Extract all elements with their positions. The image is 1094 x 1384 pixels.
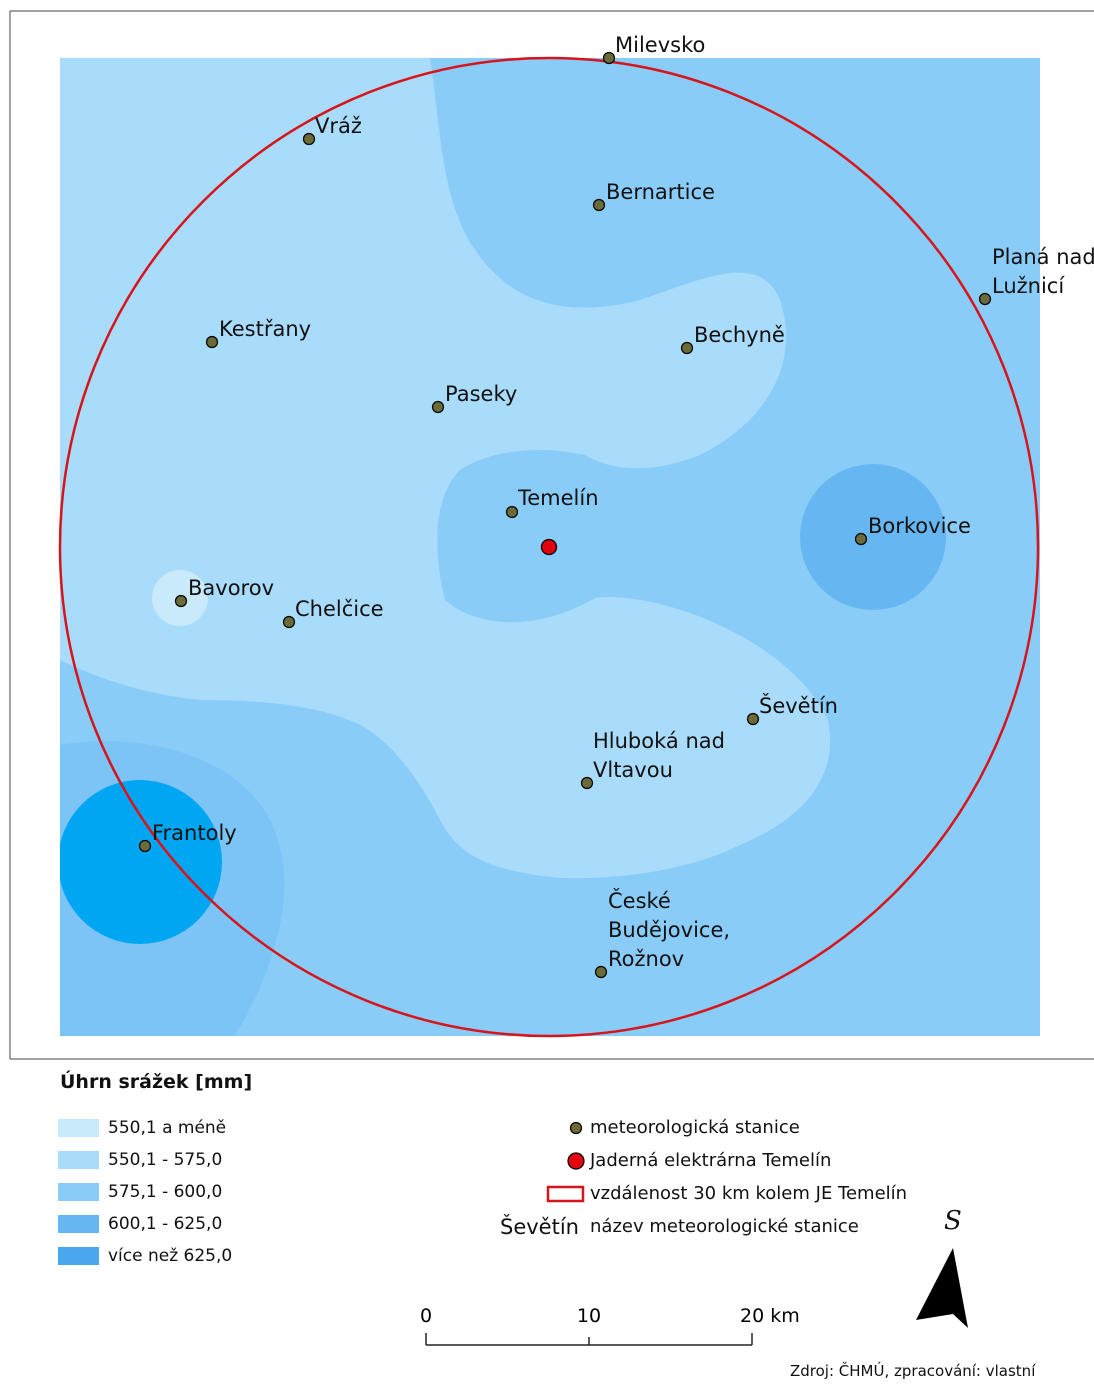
station-marker-borkovice (854, 532, 868, 546)
station-marker-vraz (302, 132, 316, 146)
buffer-symbol-icon (546, 1185, 585, 1202)
legend-buffer-label: vzdálenost 30 km kolem JE Temelín (590, 1183, 908, 1204)
station-marker-sevetin (746, 712, 760, 726)
legend-swatch (58, 1247, 99, 1265)
north-arrow-icon (916, 1248, 968, 1328)
legend-plant-label: Jaderná elektrárna Temelín (590, 1150, 832, 1171)
station-label-milevsko: Milevsko (615, 33, 705, 57)
legend-plant-row: Jaderná elektrárna Temelín (500, 1144, 907, 1177)
legend-name-example: Ševětín (500, 1214, 579, 1239)
station-marker-paseky (431, 400, 445, 414)
legend-swatch (58, 1151, 99, 1169)
plant-symbol-icon (567, 1151, 585, 1170)
station-marker-kestrany (205, 335, 219, 349)
legend-name-row: Ševětín název meteorologické stanice (500, 1210, 907, 1243)
legend-classes: 550,1 a méně 550,1 - 575,0 575,1 - 600,0 60… (58, 1112, 232, 1272)
scale-label-0: 0 (420, 1305, 432, 1327)
stations: Milevsko Vráž Bernartice Planá nad Lužnicí Ke… (138, 33, 1094, 979)
legend-swatch (58, 1183, 99, 1201)
station-label-vraz: Vráž (315, 114, 362, 138)
legend-swatch (58, 1215, 99, 1233)
temelin-plant-marker (540, 538, 558, 556)
scale-label-20km: 20 km (740, 1305, 800, 1327)
station-marker-bechyne (680, 341, 694, 355)
station-label-bavorov: Bavorov (188, 576, 274, 600)
legend-class-label: více než 625,0 (108, 1246, 233, 1266)
scale-label-10: 10 (577, 1305, 601, 1327)
precip-zone-borkovice (800, 464, 946, 610)
station-label-paseky: Paseky (445, 382, 517, 406)
station-marker-chelcice (282, 615, 296, 629)
legend-class-label: 575,1 - 600,0 (108, 1182, 223, 1202)
legend-class-label: 550,1 a méně (108, 1118, 227, 1138)
station-label-frantoly: Frantoly (152, 821, 237, 845)
station-symbol-icon (569, 1121, 583, 1134)
legend-class-0: 550,1 a méně (58, 1112, 232, 1144)
station-label-borkovice: Borkovice (868, 514, 971, 538)
north-letter: S (944, 1206, 962, 1236)
scale-bar (425, 1333, 753, 1346)
legend-class-4: více než 625,0 (58, 1240, 232, 1272)
station-label-chelcice: Chelčice (295, 597, 384, 621)
legend-station-label: meteorologická stanice (590, 1117, 800, 1138)
station-label-ceske-budejovice-roznov: České Budějovice, Rožnov (608, 888, 730, 971)
station-label-temelin: Temelín (517, 486, 599, 510)
legend-buffer-row: vzdálenost 30 km kolem JE Temelín (500, 1177, 907, 1210)
station-marker-ceske-budejovice-roznov (594, 965, 608, 979)
legend-name-label: název meteorologické stanice (590, 1216, 859, 1237)
station-marker-bernartice (592, 198, 606, 212)
symbol-legend: meteorologická stanice Jaderná elektrárn… (500, 1111, 907, 1243)
precip-zone-550-575 (60, 58, 831, 879)
station-marker-hluboka-nad-vltavou (580, 776, 594, 790)
station-label-plana-nad-luznici: Planá nad Lužnicí (992, 245, 1094, 298)
station-marker-frantoly (138, 839, 152, 853)
legend-station-row: meteorologická stanice (500, 1111, 907, 1144)
source-note: Zdroj: ČHMÚ, zpracování: vlastní (790, 1362, 1036, 1380)
legend-class-2: 575,1 - 600,0 (58, 1176, 232, 1208)
legend-class-3: 600,1 - 625,0 (58, 1208, 232, 1240)
station-marker-temelin (505, 505, 519, 519)
legend-class-1: 550,1 - 575,0 (58, 1144, 232, 1176)
station-label-sevetin: Ševětín (759, 693, 838, 718)
precip-zone-over-625 (60, 780, 222, 944)
station-marker-bavorov (174, 594, 188, 608)
legend-swatch (58, 1119, 99, 1137)
legend-class-label: 600,1 - 625,0 (108, 1214, 223, 1234)
station-marker-milevsko (602, 51, 616, 65)
buffer-30km-circle (58, 56, 1040, 1038)
legend-class-label: 550,1 - 575,0 (108, 1150, 223, 1170)
station-label-kestrany: Kestřany (219, 317, 311, 341)
legend-title: Úhrn srážek [mm] (60, 1071, 253, 1093)
station-label-hluboka-nad-vltavou: Hluboká nad Vltavou (593, 729, 725, 782)
station-label-bechyne: Bechyně (694, 323, 785, 347)
station-label-bernartice: Bernartice (606, 180, 715, 204)
station-marker-plana-nad-luznici (978, 292, 992, 306)
